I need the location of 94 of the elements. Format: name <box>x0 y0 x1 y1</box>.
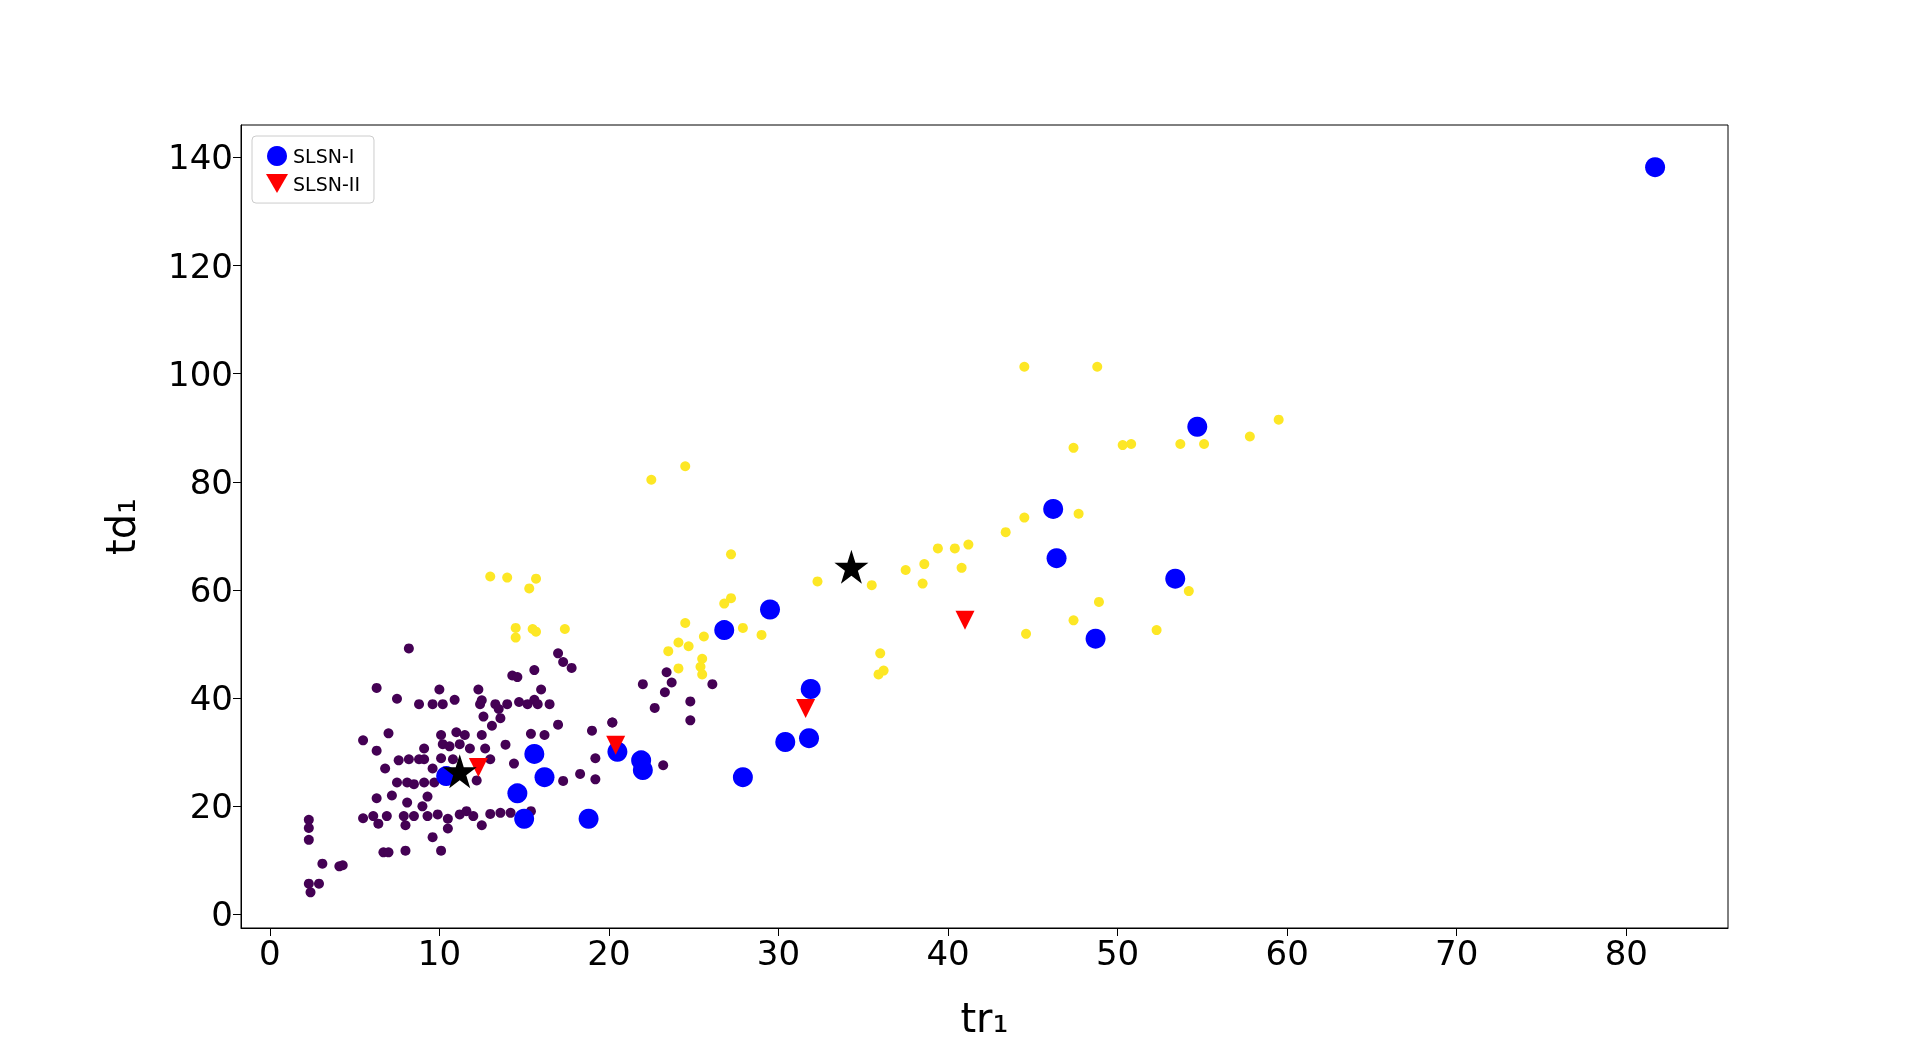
point <box>732 767 753 788</box>
point <box>1092 361 1103 372</box>
point <box>812 576 823 587</box>
point <box>949 543 960 554</box>
point <box>760 599 781 620</box>
y-tick-label: 120 <box>168 245 233 286</box>
point <box>514 808 535 829</box>
point <box>673 663 684 674</box>
point <box>606 735 626 755</box>
point <box>632 760 653 781</box>
point <box>680 461 691 472</box>
point <box>1151 625 1162 636</box>
point <box>956 562 967 573</box>
point <box>1068 615 1079 626</box>
point <box>510 632 521 643</box>
point <box>834 549 869 584</box>
point <box>531 626 542 637</box>
point <box>1199 439 1210 450</box>
point <box>1000 527 1011 538</box>
legend-label: SLSN-I <box>293 145 355 167</box>
point <box>1043 498 1064 519</box>
point <box>1126 439 1137 450</box>
point <box>697 669 708 680</box>
point <box>510 622 521 633</box>
x-tick-label: 0 <box>259 933 281 973</box>
point <box>468 757 488 777</box>
point <box>1244 431 1255 442</box>
y-tick-label: 40 <box>189 678 233 719</box>
point <box>1019 512 1030 523</box>
point <box>917 578 928 589</box>
point <box>1073 508 1084 519</box>
point <box>1165 568 1186 589</box>
x-axis-title: tr₁ <box>960 995 1009 1041</box>
point <box>799 728 820 749</box>
point <box>1645 157 1666 178</box>
x-tick-label: 80 <box>1604 933 1648 973</box>
point <box>1068 442 1079 453</box>
point <box>507 783 528 804</box>
point <box>756 629 767 640</box>
point <box>726 593 737 604</box>
point <box>900 565 911 576</box>
point <box>646 474 657 485</box>
x-tick-label: 40 <box>926 933 970 973</box>
point <box>919 559 930 570</box>
point <box>726 549 737 560</box>
y-tick-label: 0 <box>211 894 233 935</box>
point <box>524 583 535 594</box>
point <box>875 648 886 659</box>
point <box>1021 628 1032 639</box>
point <box>673 637 684 648</box>
x-tick-label: 10 <box>417 933 462 973</box>
point <box>963 539 974 550</box>
point <box>1085 628 1106 649</box>
point <box>737 622 748 633</box>
x-tick-label: 50 <box>1095 933 1140 973</box>
point <box>1046 548 1067 569</box>
point <box>714 620 735 641</box>
point <box>873 669 884 680</box>
point <box>1187 416 1208 437</box>
y-tick-label: 140 <box>168 137 233 178</box>
point <box>502 572 513 583</box>
point <box>559 623 570 634</box>
point <box>775 731 796 752</box>
point <box>578 808 599 829</box>
y-tick-label: 20 <box>189 786 233 827</box>
x-tick-label: 60 <box>1265 933 1309 973</box>
point <box>796 698 816 718</box>
point <box>932 543 943 554</box>
point <box>800 679 821 699</box>
point <box>485 571 496 582</box>
point <box>1175 439 1186 450</box>
y-axis-title: td₁ <box>98 497 144 556</box>
point <box>1093 596 1104 607</box>
point <box>442 754 477 789</box>
point <box>698 631 709 642</box>
x-tick-label: 30 <box>756 933 801 973</box>
point <box>680 618 691 629</box>
point <box>683 641 694 652</box>
legend-label: SLSN-II <box>293 172 360 195</box>
x-tick-label: 70 <box>1435 933 1479 973</box>
point <box>1273 414 1284 425</box>
point <box>1019 361 1030 372</box>
point <box>663 646 674 657</box>
point <box>1183 586 1194 597</box>
point <box>719 598 730 609</box>
point <box>955 610 975 630</box>
point <box>534 767 555 788</box>
point <box>524 743 545 764</box>
y-tick-label: 100 <box>168 353 233 394</box>
point <box>531 573 542 584</box>
y-tick-label: 60 <box>189 570 233 611</box>
x-tick-label: 20 <box>587 933 631 973</box>
point <box>866 580 877 591</box>
y-tick-label: 80 <box>189 461 233 502</box>
